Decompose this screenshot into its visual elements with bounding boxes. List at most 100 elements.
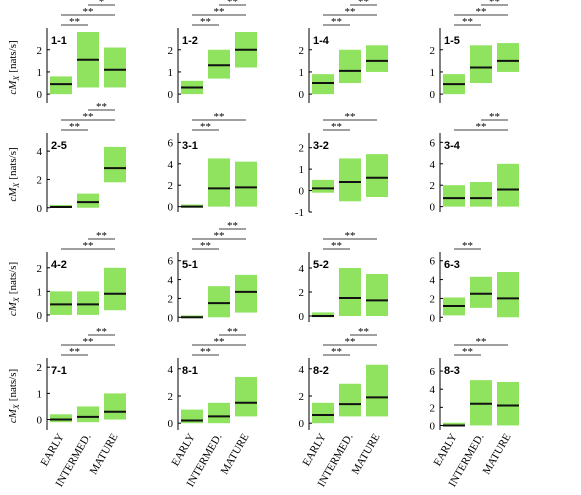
sig-label: **: [69, 121, 80, 133]
panel-label: 5-2: [313, 259, 329, 271]
y-tick-label: 2: [37, 263, 43, 275]
iqr-box: [366, 45, 388, 72]
iqr-box: [50, 414, 72, 423]
y-tick-label: 2: [37, 362, 43, 374]
sig-label: **: [96, 326, 107, 338]
sig-label: **: [214, 230, 225, 242]
iqr-box: [104, 47, 126, 88]
sig-label: **: [83, 240, 94, 252]
y-tick-label: 2: [168, 45, 174, 57]
iqr-box: [235, 376, 257, 417]
y-label-main: cM: [7, 80, 19, 95]
y-tick-label: 2: [168, 180, 174, 192]
iqr-box: [104, 146, 126, 183]
y-tick-label: 0: [168, 89, 174, 101]
y-tick-label: 1: [299, 67, 305, 79]
y-label-main: cM: [7, 187, 19, 202]
y-axis-label: cMX [nats/s]: [7, 40, 21, 94]
y-tick-label: 0: [430, 312, 436, 324]
iqr-box: [235, 161, 257, 207]
y-tick-label: 6: [430, 256, 436, 268]
iqr-box: [470, 276, 492, 308]
sig-label: **: [462, 16, 473, 28]
sig-label: **: [345, 230, 356, 242]
sig-label: **: [200, 121, 211, 133]
iqr-box: [312, 312, 334, 318]
sig-label: **: [489, 0, 500, 8]
sig-label: **: [331, 16, 342, 28]
iqr-box: [339, 158, 361, 202]
x-tick-label: EARLY: [300, 431, 328, 468]
iqr-box: [497, 272, 519, 318]
y-label-unit: [nats/s]: [7, 262, 19, 294]
y-tick-label: 2: [168, 391, 174, 403]
panel-label: 1-5: [444, 35, 460, 47]
y-label-sub: X: [12, 403, 21, 410]
y-label-unit: [nats/s]: [7, 147, 19, 179]
y-tick-label: 2: [37, 174, 43, 186]
iqr-box: [497, 381, 519, 426]
iqr-box: [339, 268, 361, 316]
y-label-main: cM: [7, 301, 19, 316]
panel-label: 4-2: [51, 259, 67, 271]
panel-label: 8-2: [313, 365, 329, 377]
sig-label: **: [345, 336, 356, 348]
y-axis-label: cMX [nats/s]: [7, 147, 21, 201]
iqr-box: [208, 158, 230, 207]
y-tick-label: 1: [37, 286, 43, 298]
sig-label: **: [476, 336, 487, 348]
sig-label: **: [476, 6, 487, 18]
iqr-box: [339, 383, 361, 417]
y-tick-label: 2: [430, 45, 436, 57]
x-tick-label: EARLY: [169, 431, 197, 468]
y-label-sub: X: [12, 296, 21, 303]
sig-label: **: [345, 111, 356, 123]
panel-label: 5-1: [182, 259, 198, 271]
y-tick-label: 1: [37, 67, 43, 79]
y-tick-label: 4: [299, 263, 305, 275]
y-axis-label: cMX [nats/s]: [7, 262, 21, 316]
sig-label: **: [214, 6, 225, 18]
y-tick-label: 4: [168, 275, 174, 287]
y-tick-label: 4: [299, 364, 305, 376]
y-tick-label: 6: [430, 137, 436, 149]
y-tick-label: 4: [168, 364, 174, 376]
iqr-box: [366, 154, 388, 197]
y-tick-label: 1: [37, 388, 43, 400]
sig-label: **: [83, 336, 94, 348]
iqr-box: [497, 43, 519, 72]
sig-label: **: [227, 0, 238, 8]
iqr-box: [497, 163, 519, 207]
y-tick-label: 2: [430, 180, 436, 192]
panel-label: 6-3: [444, 259, 460, 271]
y-tick-label: 0: [168, 312, 174, 324]
x-tick-label: EARLY: [431, 431, 459, 468]
panel-label: 3-2: [313, 140, 329, 152]
iqr-box: [208, 402, 230, 424]
panel-label: 3-1: [182, 140, 198, 152]
sig-label: **: [489, 111, 500, 123]
y-tick-label: 2: [299, 391, 305, 403]
sig-label: **: [476, 121, 487, 133]
y-tick-label: 6: [430, 366, 436, 378]
iqr-box: [312, 179, 334, 193]
y-tick-label: 0: [168, 418, 174, 430]
sig-label: **: [83, 111, 94, 123]
iqr-box: [470, 45, 492, 84]
y-tick-label: 2: [430, 293, 436, 305]
panel-label: 7-1: [51, 365, 67, 377]
y-tick-label: 2: [299, 287, 305, 299]
sig-label: **: [83, 6, 94, 18]
iqr-box: [104, 267, 126, 311]
iqr-box: [312, 74, 334, 95]
sig-label: **: [214, 111, 225, 123]
sig-label: *: [99, 0, 105, 8]
y-tick-label: 0: [430, 420, 436, 432]
sig-label: **: [69, 346, 80, 358]
iqr-box: [77, 193, 99, 208]
iqr-box: [235, 274, 257, 313]
y-tick-label: 2: [168, 293, 174, 305]
y-tick-label: 4: [430, 384, 436, 396]
y-tick-label: 2: [299, 143, 305, 155]
